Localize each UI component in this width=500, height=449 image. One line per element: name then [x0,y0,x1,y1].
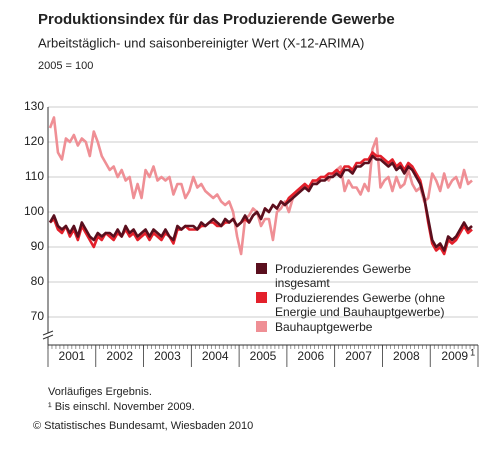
y-tick-label: 70 [31,309,45,323]
legend-item: Produzierendes Gewerbe insgesamt [256,262,476,290]
legend-swatch [256,263,267,274]
legend-label: Produzierendes Gewerbe insgesamt [275,262,412,290]
x-tick-label: 2005 [250,349,277,363]
legend-swatch [256,321,267,332]
chart-title: Produktionsindex für das Produzierende G… [38,11,395,28]
legend-swatch [256,292,267,303]
series-line [48,116,473,256]
y-tick-label: 120 [24,134,44,148]
chart-subtitle: Arbeitstäglich- und saisonbereinigter We… [38,35,364,50]
x-tick-label: 2003 [154,349,181,363]
x-tick-label: 2009 [441,349,468,363]
x-tick-label: 2007 [345,349,372,363]
x-tick-label: 2001 [59,349,86,363]
legend-item: Bauhauptgewerbe [256,320,476,334]
y-tick-label: 80 [31,274,45,288]
unit-note: 2005 = 100 [38,60,93,72]
legend-label: Produzierendes Gewerbe (ohne Energie und… [275,291,446,319]
y-tick-label: 110 [25,169,44,183]
legend-item: Produzierendes Gewerbe (ohne Energie und… [256,291,476,319]
y-tick-label: 90 [31,239,45,253]
source: © Statistisches Bundesamt, Wiesbaden 201… [33,420,253,432]
y-tick-label: 130 [24,99,44,113]
x-tick-label: 2002 [106,349,133,363]
footnote: Vorläufiges Ergebnis. [48,386,152,398]
series-line [48,154,473,252]
x-tick-label: 2006 [297,349,324,363]
legend-label: Bauhauptgewerbe [275,320,373,334]
x-tick-label: 2008 [393,349,420,363]
y-tick-label: 100 [24,204,44,218]
x-tick-label: 2004 [202,349,229,363]
footnote-mark: 1 [470,347,475,357]
footnote: ¹ Bis einschl. November 2009. [48,401,195,413]
